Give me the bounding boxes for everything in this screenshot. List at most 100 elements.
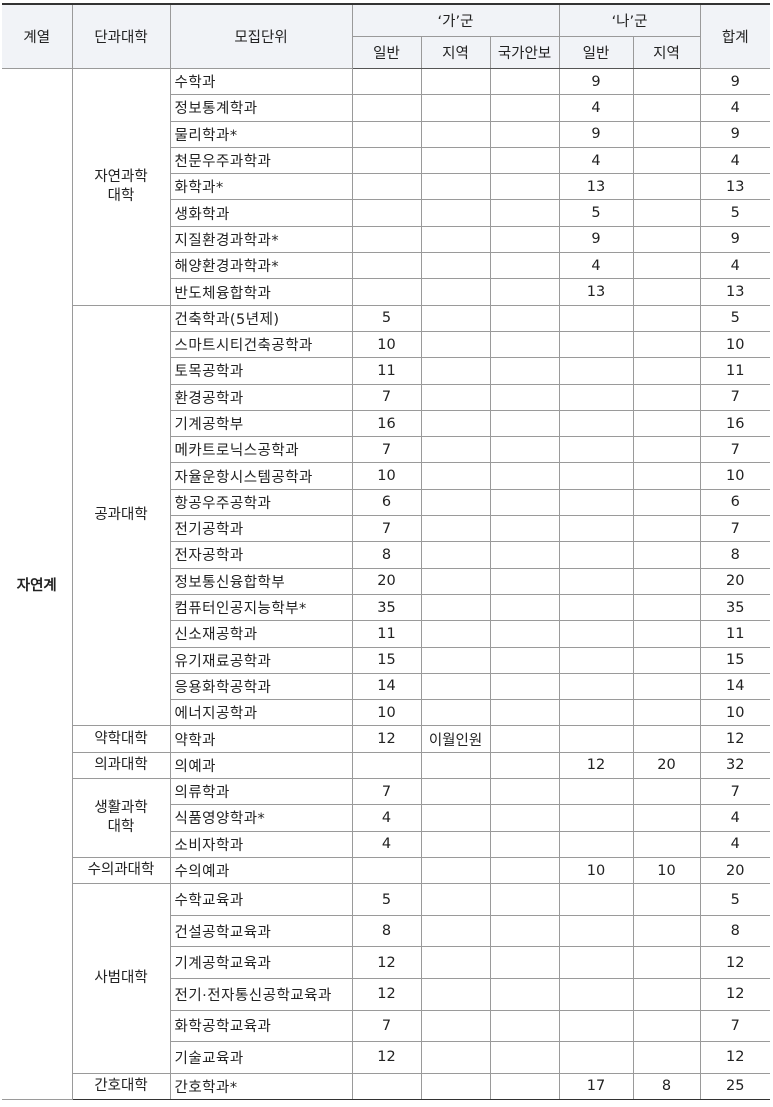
quota-cell: 10	[558, 856, 634, 885]
quota-cell	[489, 1041, 560, 1074]
quota-cell	[489, 94, 560, 122]
quota-cell	[632, 1009, 701, 1043]
quota-cell	[420, 1072, 491, 1101]
quota-cell	[632, 830, 701, 858]
quota-cell	[489, 462, 560, 490]
unit-cell: 식품영양학과*	[169, 804, 353, 832]
quota-cell	[632, 252, 701, 280]
admission-table: 계열 단과대학 모집단위 ‘가’군 ‘나’군 합계 일반 지역 국가안보 일반 …	[2, 3, 771, 1101]
unit-cell: 정보통신융합학부	[169, 567, 353, 595]
quota-cell	[558, 1009, 634, 1043]
quota-cell	[558, 883, 634, 916]
quota-cell	[420, 173, 491, 201]
quota-cell	[632, 541, 701, 569]
quota-cell	[632, 725, 701, 753]
table-row: 자율운항시스템공학과 10 10	[2, 462, 771, 490]
quota-cell	[420, 778, 491, 806]
quota-cell	[558, 409, 634, 438]
table-row: 간호대학 간호학과* 17 8 25	[2, 1072, 771, 1101]
unit-cell: 약학과	[169, 725, 353, 753]
header-cell: 지역	[632, 36, 701, 69]
quota-cell	[558, 357, 634, 385]
quota-cell	[420, 567, 491, 595]
quota-cell: 7	[351, 436, 422, 464]
quota-cell	[558, 646, 634, 674]
quota-cell	[489, 1072, 560, 1101]
quota-cell	[489, 567, 560, 595]
quota-cell	[632, 914, 701, 948]
total-cell: 13	[699, 278, 771, 306]
quota-cell	[632, 946, 701, 979]
table-row: 물리학과* 9 9	[2, 120, 771, 148]
quota-cell	[558, 620, 634, 648]
quota-cell	[420, 357, 491, 385]
quota-cell: 8	[632, 1072, 701, 1101]
quota-cell	[351, 120, 422, 148]
quota-cell	[420, 304, 491, 332]
quota-cell: 4	[351, 804, 422, 832]
total-cell: 7	[699, 778, 771, 806]
table-row: 기술교육과 12 12	[2, 1041, 771, 1074]
quota-cell	[558, 515, 634, 543]
quota-cell	[489, 593, 560, 622]
table-row: 건설공학교육과 8 8	[2, 914, 771, 948]
unit-cell: 기술교육과	[169, 1041, 353, 1074]
header-cell: 모집단위	[169, 3, 353, 69]
total-cell: 7	[699, 383, 771, 411]
quota-cell	[632, 383, 701, 411]
table-row: 사범대학 수학교육과 5 5	[2, 883, 771, 1074]
quota-cell	[489, 946, 560, 979]
quota-cell	[420, 146, 491, 175]
quota-cell	[632, 278, 701, 306]
table-row: 메카트로닉스공학과 7 7	[2, 436, 771, 464]
total-cell: 11	[699, 357, 771, 385]
quota-cell	[632, 120, 701, 148]
quota-cell	[632, 67, 701, 96]
total-cell: 32	[699, 751, 771, 780]
total-cell: 4	[699, 146, 771, 175]
unit-cell: 반도체융합학과	[169, 278, 353, 306]
total-cell: 11	[699, 620, 771, 648]
quota-cell	[489, 252, 560, 280]
quota-cell	[489, 383, 560, 411]
quota-cell	[351, 173, 422, 201]
table-row: 환경공학과 7 7	[2, 383, 771, 411]
unit-cell: 응용화학공학과	[169, 672, 353, 701]
unit-cell: 수학과	[169, 67, 353, 96]
quota-cell: 35	[351, 593, 422, 622]
quota-cell	[420, 94, 491, 122]
quota-cell	[558, 725, 634, 753]
quota-cell	[420, 804, 491, 832]
unit-cell: 항공우주공학과	[169, 488, 353, 517]
table-row: 지질환경과학과* 9 9	[2, 225, 771, 254]
quota-cell	[632, 330, 701, 359]
quota-cell	[632, 1041, 701, 1074]
header-cell: 합계	[699, 3, 771, 69]
unit-cell: 정보통계학과	[169, 94, 353, 122]
quota-cell: 4	[558, 146, 634, 175]
quota-cell	[489, 541, 560, 569]
quota-cell	[351, 67, 422, 96]
quota-cell	[632, 304, 701, 332]
quota-cell	[420, 252, 491, 280]
total-cell: 35	[699, 593, 771, 622]
quota-cell: 14	[351, 672, 422, 701]
quota-cell	[489, 278, 560, 306]
quota-cell	[632, 977, 701, 1011]
quota-cell	[420, 672, 491, 701]
quota-cell	[558, 946, 634, 979]
quota-cell	[489, 977, 560, 1011]
unit-cell: 화학공학교육과	[169, 1009, 353, 1043]
table-row: 약학대학 약학과 12 이월인원 12	[2, 725, 771, 753]
total-cell: 5	[699, 199, 771, 227]
table-row: 전자공학과 8 8	[2, 541, 771, 569]
field-cell: 자연계	[2, 67, 73, 1101]
total-cell: 9	[699, 225, 771, 254]
quota-cell	[420, 751, 491, 780]
unit-cell: 컴퓨터인공지능학부*	[169, 593, 353, 622]
total-cell: 8	[699, 541, 771, 569]
unit-cell: 환경공학과	[169, 383, 353, 411]
unit-cell: 토목공학과	[169, 357, 353, 385]
unit-cell: 기계공학교육과	[169, 946, 353, 979]
unit-cell: 생화학과	[169, 199, 353, 227]
